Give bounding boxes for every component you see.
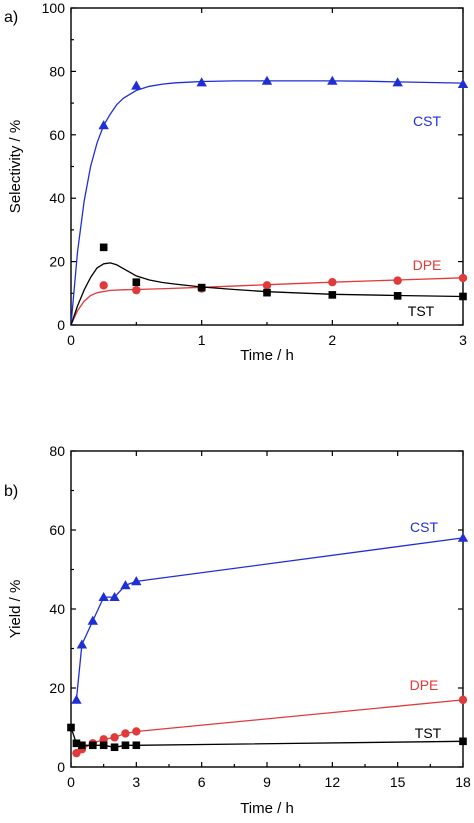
data-point-square — [132, 741, 141, 750]
data-point-triangle — [327, 75, 338, 85]
panel-a-selectivity-chart: 0 1 2 3 0 20 40 60 80 100 Time / h Selectivity / % a… — [4, 0, 469, 364]
series-line-dpe — [70, 277, 464, 326]
data-point-triangle — [457, 78, 469, 88]
series-dpe — [72, 695, 468, 758]
data-point-triangle — [98, 591, 109, 602]
data-point-square — [459, 737, 467, 746]
y-tick-label: 40 — [49, 190, 65, 206]
series-label-cst: CST — [410, 519, 438, 535]
plot-frame — [70, 450, 464, 768]
series-line-cst — [70, 80, 464, 326]
series-cst — [70, 75, 469, 326]
x-tick-label: 0 — [67, 774, 75, 790]
x-axis-label: Time / h — [240, 800, 294, 817]
data-point-circle — [99, 281, 108, 290]
data-point-square — [72, 739, 81, 748]
y-tick-label: 60 — [49, 522, 65, 538]
y-axis-label: Yield / % — [7, 580, 24, 639]
x-tick-label: 0 — [67, 332, 75, 348]
y-tick-label: 80 — [49, 63, 65, 79]
data-point-circle — [99, 735, 108, 744]
y-tick-label: 20 — [49, 254, 65, 270]
data-point-circle — [132, 727, 141, 736]
y-tick-label: 80 — [49, 443, 65, 459]
data-point-triangle — [71, 694, 82, 704]
data-point-triangle — [109, 591, 120, 602]
panel-b-yield-chart: 0 3 6 9 12 15 18 0 20 40 60 80 Time / h Yield / % b) CS… — [4, 443, 471, 817]
data-point-circle — [132, 285, 141, 295]
series-label-cst: CST — [413, 113, 441, 129]
data-point-circle — [328, 278, 337, 287]
data-point-square — [99, 243, 108, 252]
series-label-tst: TST — [408, 303, 435, 319]
data-point-circle — [121, 729, 130, 738]
x-tick-label: 3 — [459, 332, 467, 348]
data-point-square — [197, 283, 206, 292]
data-point-triangle — [131, 80, 142, 90]
data-point-circle — [458, 695, 468, 705]
series-label-tst: TST — [415, 725, 442, 741]
data-point-triangle — [120, 580, 131, 590]
series-tst — [67, 723, 467, 752]
data-point-square — [328, 291, 337, 299]
y-tick-label: 20 — [49, 680, 65, 696]
x-tick-label: 9 — [263, 774, 271, 790]
data-point-triangle — [196, 77, 207, 87]
data-point-square — [263, 288, 271, 297]
data-point-circle — [110, 733, 119, 742]
data-point-triangle — [392, 77, 403, 87]
y-tick-label: 100 — [42, 0, 66, 16]
y-axis-label: Selectivity / % — [7, 120, 24, 213]
data-point-circle — [262, 281, 272, 290]
data-point-square — [393, 292, 402, 300]
data-point-triangle — [87, 615, 98, 625]
series-label-dpe: DPE — [410, 677, 439, 693]
y-tick-label: 0 — [57, 317, 65, 333]
series-label-dpe: DPE — [413, 257, 442, 273]
data-point-square — [99, 741, 108, 750]
x-tick-label: 18 — [455, 774, 471, 790]
series-tst — [70, 243, 467, 326]
x-tick-label: 12 — [325, 774, 341, 790]
data-point-triangle — [261, 75, 273, 85]
panel-label: b) — [4, 483, 18, 500]
data-point-square — [88, 741, 97, 750]
data-point-square — [132, 278, 141, 287]
data-point-square — [121, 741, 130, 750]
x-tick-label: 3 — [132, 774, 140, 790]
data-point-triangle — [131, 576, 142, 586]
x-axis-label: Time / h — [240, 347, 294, 364]
x-tick-label: 15 — [390, 774, 406, 790]
data-point-square — [67, 723, 75, 732]
plot-frame — [70, 7, 464, 326]
panel-label: a) — [4, 9, 18, 26]
y-tick-label: 0 — [57, 759, 65, 775]
y-tick-label: 40 — [49, 601, 65, 617]
series-line-cst — [75, 537, 464, 700]
series-cst — [71, 532, 469, 704]
series-line-tst — [70, 727, 464, 748]
data-point-square — [78, 741, 86, 750]
data-point-square — [110, 743, 119, 752]
x-tick-label: 6 — [198, 774, 206, 790]
data-point-square — [459, 292, 467, 301]
x-tick-label: 2 — [328, 332, 336, 348]
data-point-circle — [393, 276, 402, 285]
y-tick-label: 60 — [49, 127, 65, 143]
data-point-triangle — [98, 120, 109, 130]
x-tick-label: 1 — [198, 332, 206, 348]
data-point-triangle — [76, 639, 88, 649]
data-point-triangle — [457, 532, 469, 542]
data-point-circle — [458, 273, 468, 283]
